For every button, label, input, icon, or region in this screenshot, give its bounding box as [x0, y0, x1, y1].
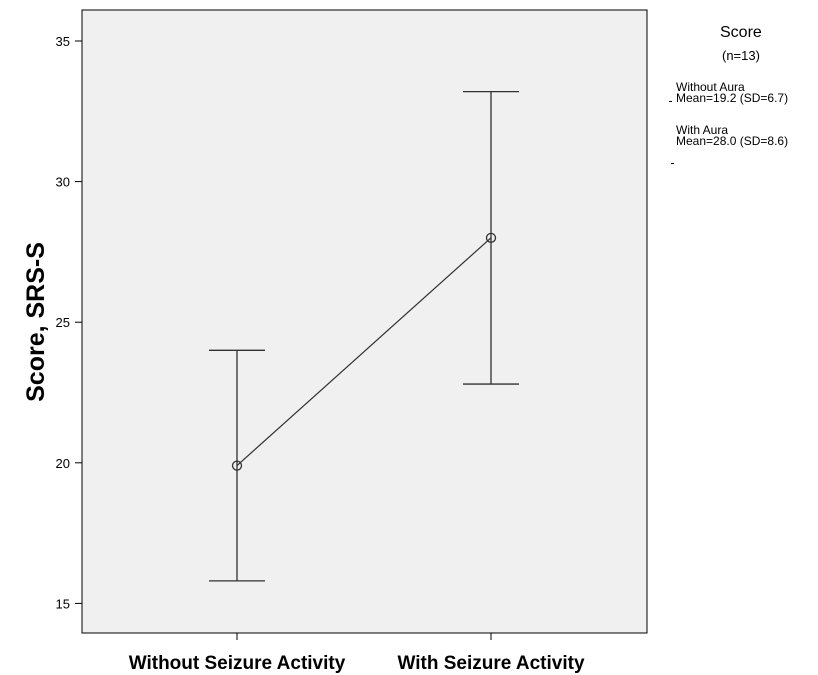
- legend-entry-label: Without Aura: [676, 80, 745, 94]
- legend-entry-stats: Mean=19.2 (SD=6.7): [676, 91, 789, 105]
- series-line: [236, 237, 492, 467]
- legend-subtitle: (n=13): [722, 48, 760, 63]
- y-tick-label: 25: [56, 315, 70, 330]
- legend-entry-without-aura: Without Aura Mean=19.2 (SD=6.7): [676, 80, 789, 105]
- mean-point: [231, 460, 243, 471]
- y-tick-label: 30: [56, 175, 70, 190]
- y-axis-label: Score, SRS-S: [22, 242, 50, 402]
- x-axis: Without Seizure Activity With Seizure Act…: [129, 633, 585, 674]
- mean-point: [485, 232, 497, 243]
- y-axis: 15 20 25 30 35: [56, 34, 82, 611]
- x-tick-label: Without Seizure Activity: [129, 653, 346, 674]
- legend-title: Score: [720, 24, 762, 41]
- y-tick-label: 35: [56, 34, 70, 49]
- plot-area: [81, 9, 648, 634]
- legend-entry-label: With Aura: [676, 123, 729, 137]
- x-tick-label: With Seizure Activity: [397, 653, 584, 674]
- legend-entry-with-aura: With Aura Mean=28.0 (SD=8.6): [676, 123, 789, 148]
- y-tick-label: 15: [56, 596, 70, 611]
- legend-tick: [669, 101, 672, 102]
- chart-marks: [209, 90, 519, 582]
- legend-entry-stats: Mean=28.0 (SD=8.6): [676, 134, 789, 148]
- y-tick-label: 20: [56, 456, 70, 471]
- legend-tick: [671, 163, 674, 164]
